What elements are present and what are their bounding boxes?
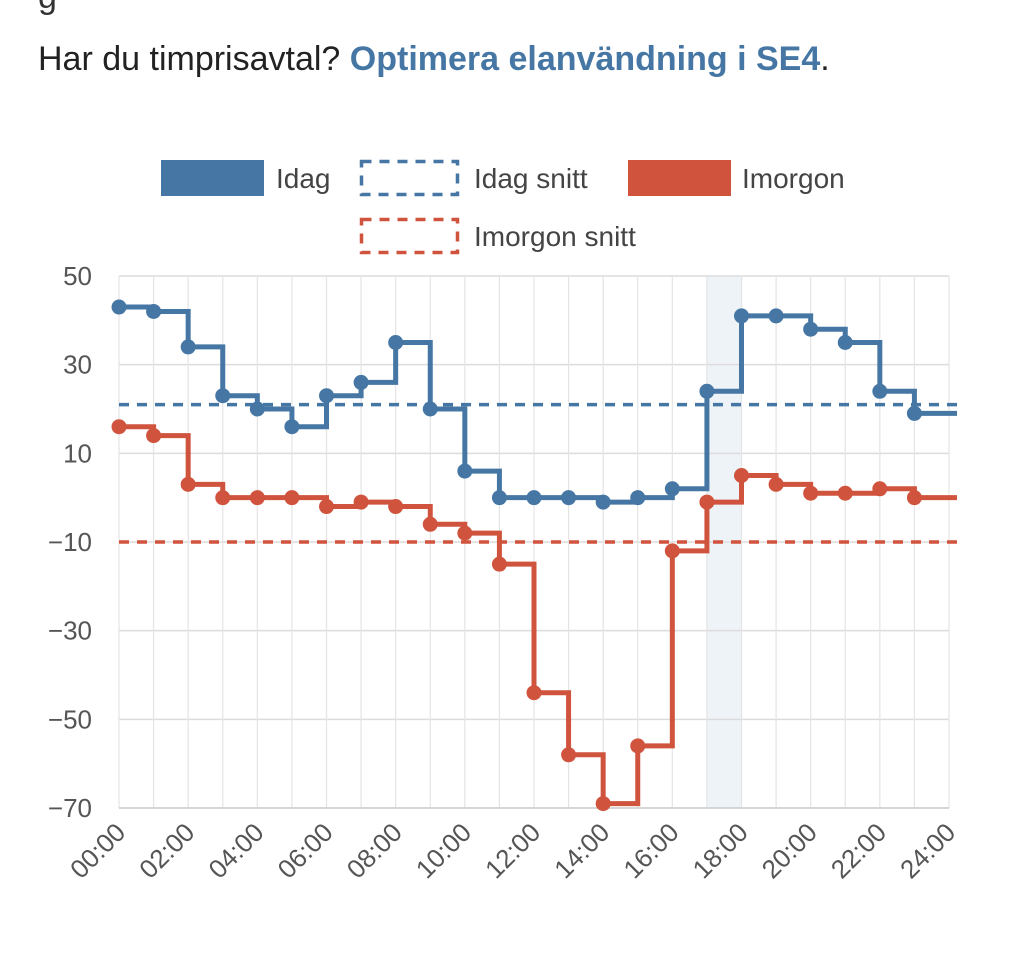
x-tick-label: 22:00 [825,817,892,884]
legend-swatch [628,160,731,196]
intro-question: Har du timprisavtal? [38,40,341,78]
data-point[interactable] [526,490,542,506]
legend-swatch [161,160,264,196]
data-point[interactable] [630,490,646,506]
data-point[interactable] [422,516,438,532]
x-tick-label: 18:00 [687,817,754,884]
data-point[interactable] [872,383,888,399]
data-point[interactable] [837,335,853,350]
data-point[interactable] [249,401,265,417]
data-point[interactable] [388,499,404,515]
y-tick-label: 30 [63,350,92,380]
data-point[interactable] [491,556,507,572]
x-tick-label: 06:00 [272,817,339,884]
x-tick-label: 16:00 [617,817,684,884]
data-point[interactable] [457,525,473,541]
data-point[interactable] [457,463,473,479]
data-point[interactable] [180,476,196,492]
data-point[interactable] [630,738,646,754]
x-tick-label: 00:00 [64,817,131,884]
series-lines[interactable] [111,299,958,812]
y-tick-label: −70 [48,793,92,823]
y-tick-label: 10 [63,438,92,468]
data-point[interactable] [146,303,162,319]
data-point[interactable] [353,494,369,510]
data-point[interactable] [111,419,127,435]
series-idag[interactable] [111,299,958,510]
data-point[interactable] [803,321,819,337]
data-point[interactable] [215,388,231,404]
x-axis: 00:00 02:00 04:00 06:00 08:00 10:00 12:00 14:00… [64,817,961,884]
y-tick-label: −30 [48,616,92,646]
data-point[interactable] [872,481,888,497]
data-point[interactable] [388,335,404,350]
data-point[interactable] [284,490,300,506]
x-tick-label: 14:00 [548,817,615,884]
data-point[interactable] [180,339,196,355]
data-point[interactable] [491,490,507,506]
data-point[interactable] [561,747,577,763]
x-tick-label: 24:00 [894,817,961,884]
data-point[interactable] [595,796,611,812]
data-point[interactable] [664,543,680,559]
data-point[interactable] [284,419,300,435]
y-tick-label: −10 [48,527,92,557]
data-point[interactable] [906,405,922,421]
legend-item-idag-snitt[interactable]: Idag snitt [359,159,588,197]
data-point[interactable] [734,468,749,483]
x-tick-label: 08:00 [341,817,408,884]
legend-swatch [359,159,460,197]
data-point[interactable] [664,481,680,497]
data-point[interactable] [803,485,819,501]
data-point[interactable] [319,388,334,404]
legend-label: Idag snitt [474,163,588,194]
data-point[interactable] [353,374,369,390]
legend-label: Imorgon [742,163,845,194]
y-tick-label: 50 [63,261,92,291]
x-tick-label: 04:00 [202,817,269,884]
data-point[interactable] [215,490,231,506]
data-point[interactable] [699,383,715,399]
x-tick-label: 12:00 [479,817,546,884]
series-line[interactable] [119,424,957,807]
intro-period: . [820,40,830,78]
average-lines [119,402,957,544]
data-point[interactable] [422,401,438,417]
y-axis: 50 30 10 −10 −30 −50 −70 [48,261,92,823]
data-point[interactable] [734,308,749,324]
data-point[interactable] [249,490,265,506]
data-point[interactable] [146,428,162,444]
data-point[interactable] [595,494,611,510]
intro-line: Har du timprisavtal? Optimera elanvändni… [38,40,830,79]
legend-label: Idag [276,163,331,194]
data-point[interactable] [768,308,784,324]
data-point[interactable] [768,476,784,492]
y-tick-label: −50 [48,704,92,734]
data-point[interactable] [906,490,922,506]
legend-item-imorgon[interactable]: Imorgon [628,160,845,196]
data-point[interactable] [319,499,334,515]
x-tick-label: 10:00 [410,817,477,884]
x-tick-label: 20:00 [756,817,823,884]
data-point[interactable] [699,494,715,510]
legend-item-idag[interactable]: Idag [161,160,331,196]
legend-swatch [359,217,460,255]
data-point[interactable] [561,490,577,506]
chart-legend[interactable]: Idag Idag snitt Imorgon Imorgon snitt [161,159,845,255]
optimize-usage-link[interactable]: Optimera elanvändning i SE4 [349,40,821,78]
truncated-text-fragment: g [38,0,57,17]
legend-item-imorgon-snitt[interactable]: Imorgon snitt [359,217,637,255]
data-point[interactable] [526,685,542,701]
x-tick-label: 02:00 [133,817,200,884]
legend-label: Imorgon snitt [474,221,636,252]
data-point[interactable] [837,485,853,501]
data-point[interactable] [111,299,127,315]
series-imorgon[interactable] [111,419,958,812]
